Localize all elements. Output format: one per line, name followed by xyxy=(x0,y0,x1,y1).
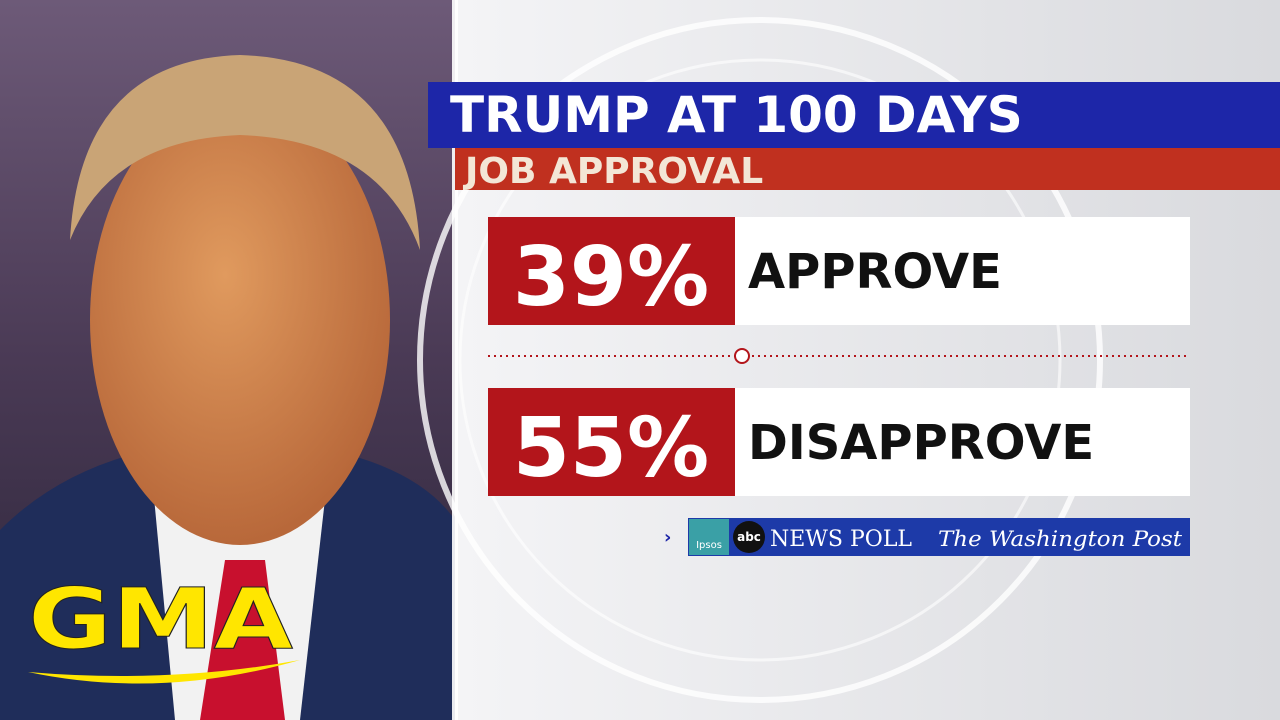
result-label: DISAPPROVE xyxy=(748,415,1094,471)
result-value-box xyxy=(488,217,735,325)
portrait xyxy=(0,55,455,720)
divider xyxy=(452,0,458,720)
source-chevron: › xyxy=(664,527,671,548)
result-value: 55% xyxy=(513,401,709,496)
title-bar xyxy=(428,82,1280,148)
result-value-box xyxy=(488,388,735,496)
decor-arc xyxy=(417,17,1103,703)
poll-name: NEWS POLL xyxy=(770,527,912,552)
subtitle: JOB APPROVAL xyxy=(462,151,763,192)
subtitle-bar xyxy=(455,148,1280,190)
show-logo: GMA xyxy=(28,570,293,668)
decor-arc xyxy=(458,58,1062,662)
separator-icon xyxy=(734,348,750,364)
hair xyxy=(70,55,420,250)
source-bar xyxy=(688,518,1190,556)
tie xyxy=(200,560,285,720)
title: TRUMP AT 100 DAYS xyxy=(450,86,1023,144)
pollster-logo xyxy=(689,519,729,555)
result-value: 39% xyxy=(513,230,709,325)
face xyxy=(90,95,390,545)
network: abc xyxy=(737,530,761,544)
network-logo xyxy=(733,521,765,553)
pollster: Ipsos xyxy=(696,540,722,551)
partner: The Washington Post xyxy=(938,527,1183,551)
result-label: APPROVE xyxy=(748,244,1002,300)
logo-swoosh xyxy=(28,660,300,684)
